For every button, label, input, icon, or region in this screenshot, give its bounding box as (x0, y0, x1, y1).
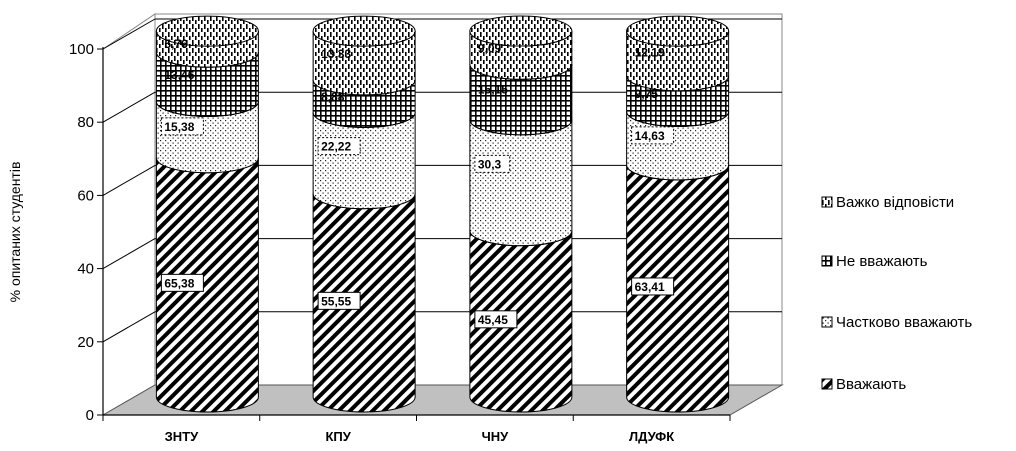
y-tick-label: 40 (77, 261, 94, 278)
bar-stack (312, 15, 416, 413)
gridline-side (102, 18, 156, 50)
data-label-group: 55,55 (317, 291, 361, 310)
data-label-group: 15,15 (478, 82, 508, 96)
data-label: 8,88 (321, 90, 345, 104)
y-tick-label: 100 (69, 41, 94, 58)
y-tick-label: 20 (77, 334, 94, 351)
y-axis-label: % опитаних студентів (7, 162, 23, 303)
data-label-group: 8,88 (321, 90, 345, 104)
legend-swatch (821, 316, 833, 328)
data-label-group: 15,38 (160, 117, 204, 136)
data-label-group: 14,63 (631, 126, 675, 145)
data-label: 45,45 (478, 313, 508, 327)
gridline-side (102, 238, 156, 270)
data-label-group: 30,3 (474, 154, 511, 173)
legend-item: Важко відповісти (821, 194, 954, 211)
data-label-group: 65,38 (160, 273, 204, 292)
data-label: 13,33 (321, 47, 351, 61)
legend-swatch (821, 255, 833, 267)
data-label: 5,76 (164, 37, 188, 51)
legend-label: Не вважають (836, 253, 928, 270)
bar-top-cap (626, 15, 730, 47)
legend-item: Вважають (821, 376, 906, 393)
data-label-group: 5,76 (164, 37, 188, 51)
data-label: 15,38 (164, 120, 194, 134)
data-label: 9,75 (635, 87, 659, 101)
data-label-group: 13,33 (321, 47, 351, 61)
data-label-group: 9,75 (635, 87, 659, 101)
legend-swatch (821, 378, 833, 390)
gridline-side (102, 311, 156, 343)
bar-top-cap (155, 15, 259, 47)
data-label-box (631, 277, 675, 296)
x-tick-label: ЗНТУ (165, 429, 199, 444)
data-label: 22,22 (321, 140, 351, 154)
data-label-box (160, 273, 204, 292)
x-tick-label: ЧНУ (482, 429, 510, 444)
data-label-group: 9,09 (478, 41, 502, 55)
y-tick-label: 60 (77, 187, 94, 204)
data-label-group: 45,45 (474, 310, 518, 329)
data-label-group: 22,22 (317, 137, 361, 156)
legend-label: Важко відповісти (836, 194, 954, 211)
data-label: 15,15 (478, 82, 508, 96)
x-tick-label: ЛДУФК (629, 429, 674, 444)
data-label: 9,09 (478, 41, 502, 55)
gridline-side (102, 164, 156, 196)
data-label: 30,3 (478, 157, 502, 171)
data-label: 63,41 (635, 280, 665, 294)
bar (469, 119, 573, 247)
bar-stack (626, 15, 730, 413)
data-label-box (317, 291, 361, 310)
data-label-box (474, 154, 511, 173)
side-wall (102, 13, 156, 416)
data-label: 65,38 (164, 276, 194, 290)
x-tick-label: КПУ (325, 429, 351, 444)
data-label-box (474, 310, 518, 329)
y-tick-label: 0 (86, 407, 94, 424)
bar-top-cap (469, 15, 573, 47)
legend-label: Частково вважають (836, 314, 972, 331)
gridline-side (102, 91, 156, 123)
data-label: 12,19 (635, 45, 665, 59)
bar-top-cap (312, 15, 416, 47)
y-tick-label: 80 (77, 114, 94, 131)
legend-item: Частково вважають (821, 314, 972, 331)
legend-label: Вважають (836, 376, 906, 393)
legend-item: Не вважають (821, 253, 928, 270)
legend-swatch (821, 196, 833, 208)
data-label-box (317, 137, 361, 156)
data-label-box (631, 126, 675, 145)
bar-stack (469, 15, 573, 413)
data-label-group: 13,46 (164, 68, 194, 82)
data-label-box (160, 117, 204, 136)
data-label-group: 12,19 (635, 45, 665, 59)
data-label: 14,63 (635, 129, 665, 143)
data-label-group: 63,41 (631, 277, 675, 296)
data-label: 13,46 (164, 68, 194, 82)
data-label: 55,55 (321, 294, 351, 308)
